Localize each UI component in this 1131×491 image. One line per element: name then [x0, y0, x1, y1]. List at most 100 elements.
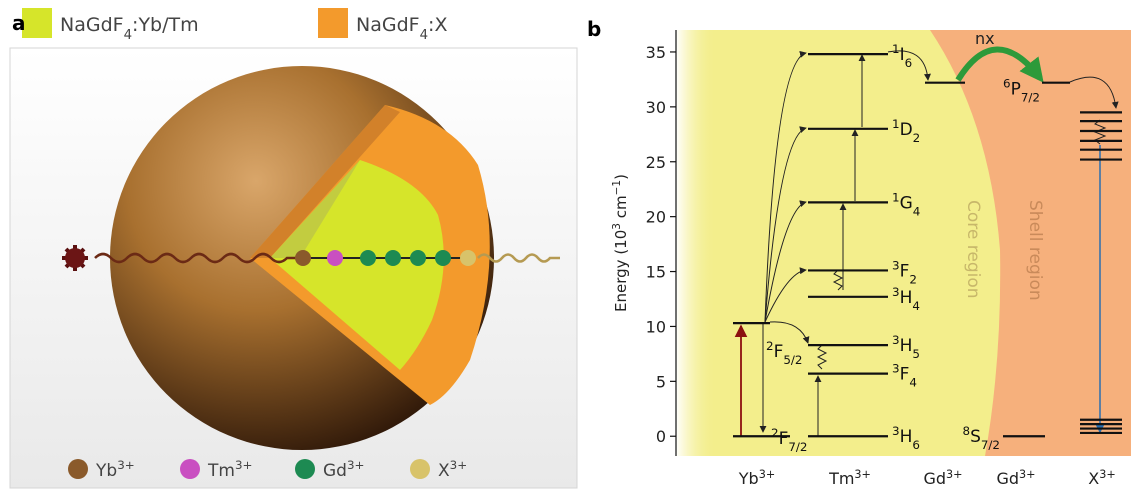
text-part: 3+ [347, 458, 365, 472]
text-part: F [779, 429, 789, 449]
text-part: 3 [892, 285, 900, 299]
transfer-label: nx [975, 29, 995, 48]
ion-swatch [295, 459, 315, 479]
text-part: D [900, 120, 913, 140]
text-part: 3+ [1019, 468, 1036, 481]
text-part: 4 [124, 28, 132, 43]
ion-swatch [410, 459, 430, 479]
text-part: 6 [912, 438, 920, 452]
text-part: G [900, 193, 913, 213]
text-part: 2 [913, 131, 921, 145]
text-part: 3 [892, 362, 900, 376]
legend-label: NaGdF4:Yb/Tm [60, 14, 199, 43]
text-part: S [970, 427, 981, 447]
text-part: 2 [766, 339, 774, 353]
text-part: Tm [207, 461, 235, 481]
ion [295, 250, 311, 266]
panel-b-background [676, 30, 1131, 456]
core-region-bg [676, 30, 1000, 456]
text-part: 5 [912, 347, 920, 361]
ion [435, 250, 451, 266]
text-part: Gd [923, 469, 946, 488]
text-part: 4 [913, 204, 921, 218]
y-tick-label: 15 [646, 263, 666, 282]
photon-source [65, 248, 85, 268]
text-part: Energy (10 [612, 230, 630, 312]
legend-label: NaGdF4:X [356, 14, 447, 43]
text-part: P [1011, 80, 1021, 100]
y-tick-label: 25 [646, 153, 666, 172]
column-label: Tm3+ [828, 468, 871, 489]
y-axis-label: Energy (103 cm−1) [611, 174, 630, 312]
y-tick-label: 30 [646, 98, 666, 117]
legend-swatch [22, 8, 52, 38]
panel-a [10, 8, 577, 488]
text-part: 3 [892, 333, 900, 347]
text-part: 6 [1003, 77, 1011, 91]
ion-swatch [180, 459, 200, 479]
text-part: NaGdF [356, 14, 420, 36]
text-part: 3+ [235, 458, 253, 472]
ion [460, 250, 476, 266]
text-part: Gd [996, 469, 1019, 488]
y-tick-label: 5 [656, 372, 666, 391]
text-part: Yb [95, 461, 117, 481]
y-tick-label: 20 [646, 208, 666, 227]
text-part: cm [612, 195, 630, 223]
text-part: F [774, 342, 784, 362]
text-part: H [900, 288, 913, 308]
ion [360, 250, 376, 266]
text-part: Gd [323, 461, 347, 481]
text-part: 8 [962, 424, 970, 438]
text-part: 3+ [450, 458, 468, 472]
text-part: ) [612, 174, 630, 180]
text-part: 7/2 [981, 438, 1000, 452]
text-part: Tm [828, 469, 854, 488]
column-label: Yb3+ [738, 468, 775, 489]
figure: a b Core region Shell region nx NaGdF4:Y… [0, 0, 1131, 491]
text-part: 7/2 [1021, 91, 1040, 105]
text-part: NaGdF [60, 14, 124, 36]
text-part: H [900, 427, 913, 447]
column-label: Gd3+ [923, 468, 962, 489]
y-tick-label: 10 [646, 317, 666, 336]
ion [410, 250, 426, 266]
text-part: X [438, 461, 450, 481]
fade [676, 30, 716, 456]
text-part: :Yb/Tm [132, 14, 199, 36]
column-label: X3+ [1088, 468, 1115, 489]
text-part: Yb [738, 469, 759, 488]
legend-swatch [318, 8, 348, 38]
text-part: 2 [909, 272, 917, 286]
text-part: 3 [892, 258, 900, 272]
text-part: 1 [892, 190, 900, 204]
y-tick-label: 0 [656, 427, 666, 446]
column-label: Gd3+ [996, 468, 1035, 489]
text-part: 3 [892, 424, 900, 438]
ion [385, 250, 401, 266]
panel-label: a [12, 11, 26, 35]
text-part: 3+ [946, 468, 963, 481]
text-part: 3+ [117, 458, 135, 472]
text-part: 4 [909, 376, 917, 390]
text-part: F [900, 261, 910, 281]
text-part: H [900, 336, 913, 356]
text-part: 2 [771, 426, 779, 440]
text-part: −1 [611, 180, 623, 195]
text-part: X [1088, 469, 1099, 488]
panel-label: b [587, 17, 601, 41]
text-part: 1 [892, 117, 900, 131]
text-part: 4 [420, 28, 428, 43]
core-region-label: Core region [963, 200, 983, 299]
text-part: 3+ [759, 468, 776, 481]
text-part: 7/2 [788, 440, 807, 454]
text-part: F [900, 365, 910, 385]
text-part: 3+ [1099, 468, 1116, 481]
text-part: 6 [905, 56, 913, 70]
text-part: :X [428, 14, 447, 36]
text-part: 4 [912, 299, 920, 313]
text-part: 3+ [854, 468, 871, 481]
text-part: 5/2 [783, 353, 802, 367]
shell-region-label: Shell region [1025, 200, 1045, 301]
text-part: 3 [611, 223, 623, 230]
